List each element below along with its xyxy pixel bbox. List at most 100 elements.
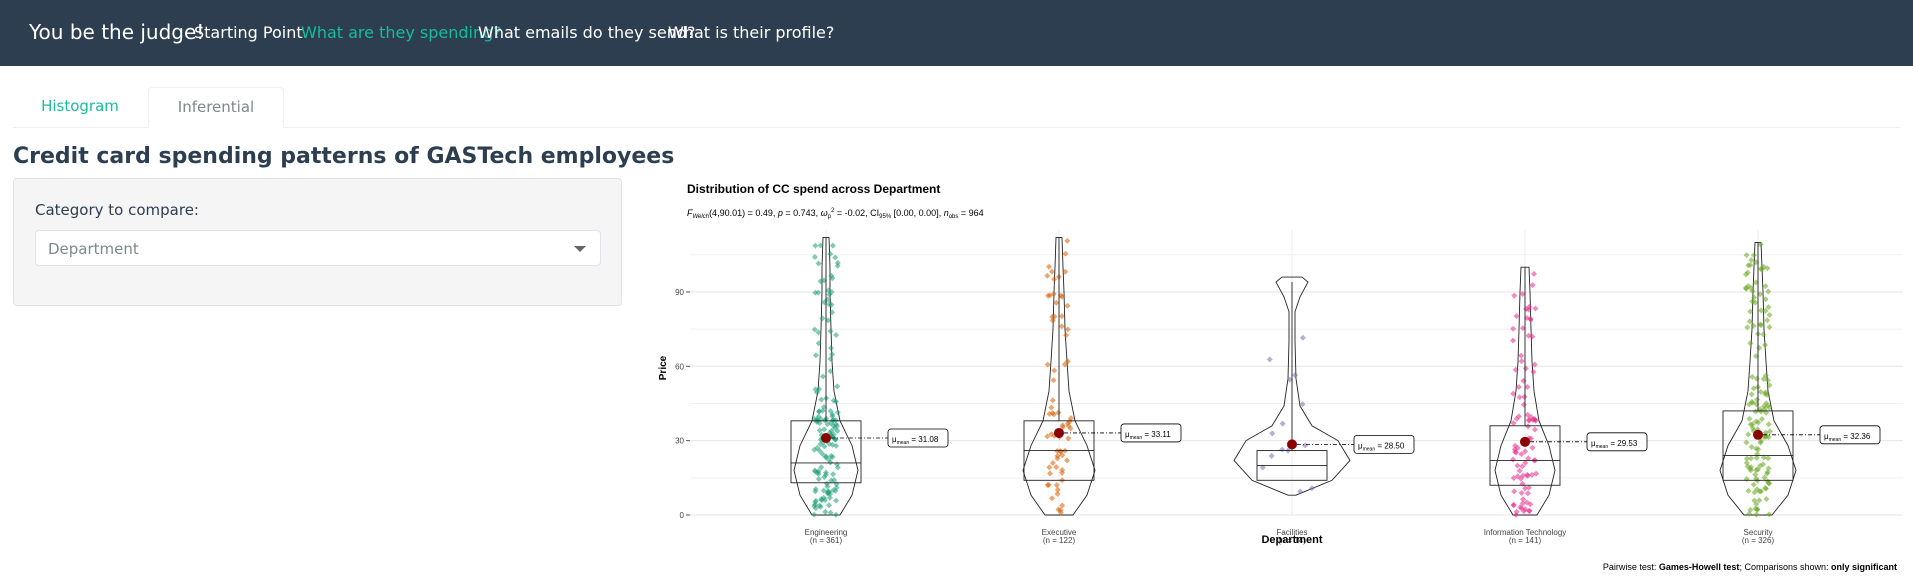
nav-spending[interactable]: What are they spending?: [301, 23, 502, 42]
tab-histogram[interactable]: Histogram: [41, 97, 119, 115]
data-point: [816, 502, 823, 509]
data-point: [1064, 302, 1071, 309]
data-point: [1062, 268, 1069, 275]
data-point: [1057, 507, 1064, 514]
data-point: [1752, 353, 1759, 360]
data-point: [1764, 469, 1771, 476]
data-point: [1765, 455, 1772, 462]
data-point: [1746, 415, 1753, 422]
data-point: [1524, 384, 1531, 391]
mean-point: [1287, 439, 1297, 450]
y-tick-label: 90: [675, 288, 684, 297]
data-point: [1058, 323, 1065, 330]
data-point: [1762, 372, 1769, 379]
data-point: [1524, 411, 1531, 418]
data-point: [1268, 452, 1275, 459]
data-point: [1533, 470, 1540, 477]
data-point: [825, 317, 832, 324]
data-point: [1054, 490, 1061, 497]
chevron-down-icon[interactable]: [574, 246, 586, 252]
data-point: [1757, 439, 1764, 446]
data-point: [1526, 303, 1533, 310]
data-point: [1749, 399, 1756, 406]
data-point: [811, 446, 818, 453]
data-point: [1518, 490, 1525, 497]
data-point: [1048, 268, 1055, 275]
data-point: [1510, 337, 1517, 344]
data-point: [1750, 322, 1757, 329]
data-point: [1050, 377, 1057, 384]
data-point: [1755, 419, 1762, 426]
x-tick-n-label: (n = 326): [1742, 536, 1775, 545]
data-point: [1752, 471, 1759, 478]
data-point: [1756, 344, 1763, 351]
data-point: [812, 488, 819, 495]
data-point: [812, 352, 819, 359]
data-point: [828, 301, 835, 308]
data-point: [830, 422, 837, 429]
data-point: [818, 497, 825, 504]
data-point: [1044, 482, 1051, 489]
data-point: [1748, 391, 1755, 398]
data-point: [1514, 462, 1521, 469]
tab-inferential[interactable]: Inferential: [148, 87, 284, 128]
brand-title[interactable]: You be the judge!: [29, 20, 205, 44]
x-tick-n-label: (n = 141): [1509, 536, 1542, 545]
data-point: [1308, 485, 1315, 492]
data-point: [1766, 404, 1773, 411]
data-point: [815, 340, 822, 347]
nav-emails[interactable]: What emails do they send?: [478, 23, 696, 42]
data-point: [827, 328, 834, 335]
mean-label-box: [1819, 425, 1881, 445]
data-point: [1062, 250, 1069, 257]
data-point: [812, 386, 819, 393]
data-point: [1763, 400, 1770, 407]
x-tick-n-label: (n = 361): [810, 536, 843, 545]
data-point: [1762, 307, 1769, 314]
data-point: [815, 470, 822, 477]
data-point: [815, 329, 822, 336]
data-point: [1743, 455, 1750, 462]
data-point: [1753, 467, 1760, 474]
nav-profile[interactable]: What is their profile?: [668, 23, 835, 42]
data-point: [1743, 252, 1750, 259]
data-point: [1765, 304, 1772, 311]
data-point: [1521, 393, 1528, 400]
category-select[interactable]: Department: [35, 230, 601, 266]
data-point: [1061, 361, 1068, 368]
data-point: [1749, 373, 1756, 380]
data-point: [1746, 510, 1753, 517]
mean-label: μmean = 33.11: [1125, 430, 1171, 441]
mean-label-box: [1353, 434, 1415, 454]
data-point: [1752, 279, 1759, 286]
data-point: [1054, 455, 1061, 462]
data-point: [1259, 464, 1266, 471]
data-point: [1764, 265, 1771, 272]
data-point: [833, 484, 840, 491]
data-point: [812, 498, 819, 505]
nav-starting-point[interactable]: Starting Point: [194, 23, 303, 42]
data-point: [1045, 292, 1052, 299]
mean-point: [821, 432, 831, 443]
data-point: [1530, 368, 1537, 375]
data-point: [829, 242, 836, 249]
data-point: [1757, 241, 1764, 248]
data-point: [1744, 324, 1751, 331]
data-point: [1279, 420, 1286, 427]
data-point: [829, 309, 836, 316]
data-point: [1522, 365, 1529, 372]
data-point: [1753, 454, 1760, 461]
data-point: [1756, 497, 1763, 504]
data-point: [1054, 486, 1061, 493]
data-point: [1510, 456, 1517, 463]
data-point: [812, 242, 819, 249]
data-point: [834, 262, 841, 269]
data-point: [1049, 313, 1056, 320]
data-point: [829, 441, 836, 448]
data-point: [1766, 511, 1773, 518]
data-point: [1064, 326, 1071, 333]
data-point: [822, 508, 829, 515]
violin: [1494, 266, 1556, 516]
data-point: [1745, 487, 1752, 494]
data-point: [821, 426, 828, 433]
